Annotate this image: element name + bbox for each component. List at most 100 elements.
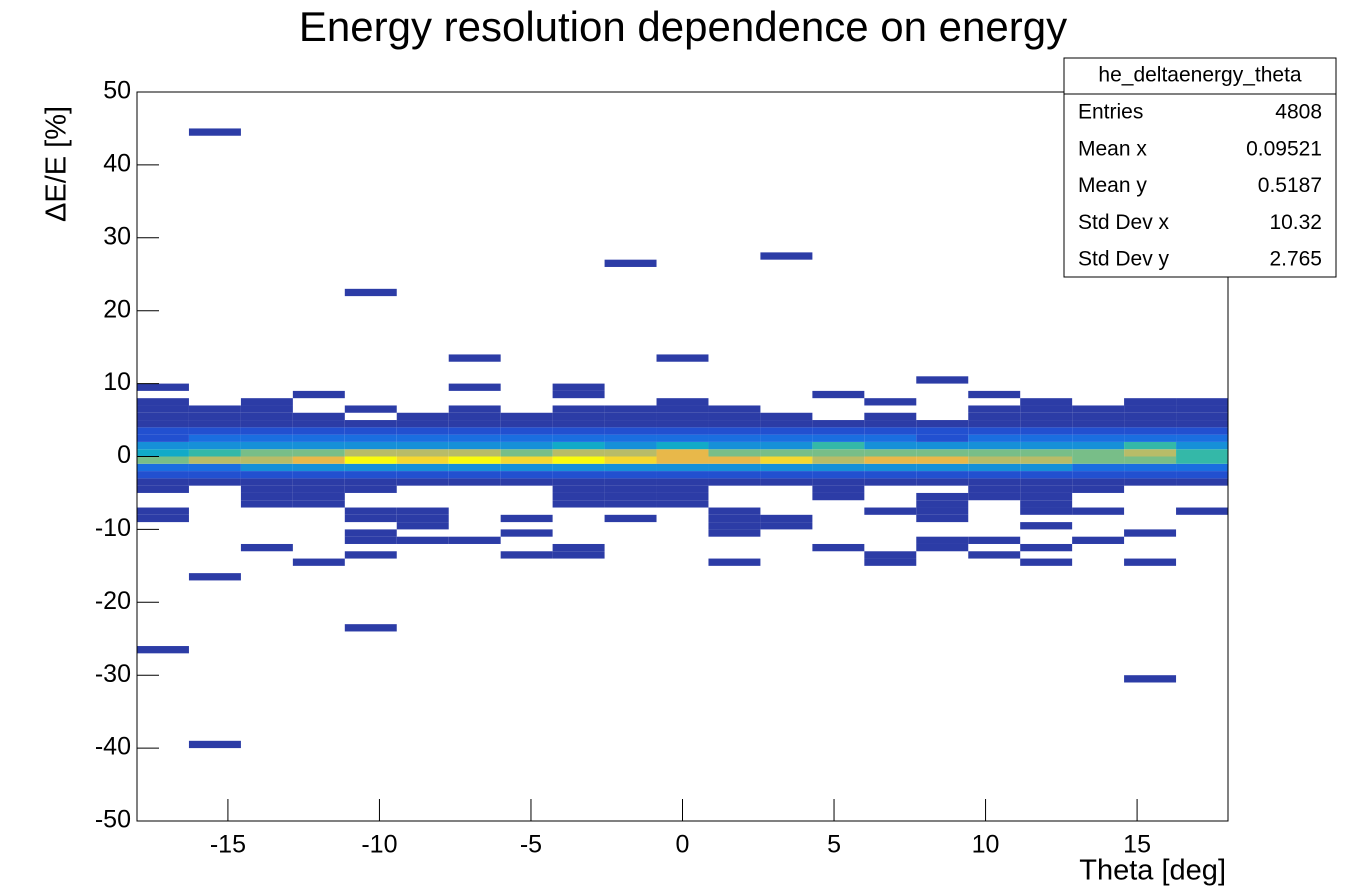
heatmap-cell: [292, 427, 345, 435]
heatmap-cell: [137, 471, 189, 479]
heatmap-cell: [812, 478, 865, 486]
heatmap-cell: [240, 463, 293, 472]
heatmap-cell: [916, 434, 969, 442]
heatmap-cell: [708, 463, 761, 472]
heatmap-cell: [188, 456, 241, 464]
heatmap-cell: [344, 463, 397, 472]
heatmap-cell: [292, 485, 345, 493]
heatmap-cell: [604, 427, 657, 435]
y-tick-label: 40: [103, 150, 131, 178]
heatmap-cell: [292, 449, 345, 457]
heatmap-cell: [656, 500, 709, 508]
heatmap-cell: [448, 427, 501, 435]
stats-label: Mean y: [1078, 174, 1147, 197]
heatmap-cell: [137, 441, 189, 450]
heatmap-cell: [448, 354, 501, 362]
chart-title: Energy resolution dependence on energy: [299, 3, 1067, 50]
heatmap-cell: [448, 471, 501, 479]
heatmap-cell: [812, 463, 865, 472]
heatmap-cell: [292, 463, 345, 472]
heatmap-cell: [344, 420, 397, 428]
y-tick-label: 50: [103, 77, 131, 105]
heatmap-cell: [656, 449, 709, 457]
heatmap-cell: [1020, 558, 1073, 566]
heatmap-cell: [604, 500, 657, 508]
heatmap-cell: [500, 427, 553, 435]
heatmap-cell: [292, 434, 345, 442]
y-tick-label: 30: [103, 222, 131, 250]
heatmap-cell: [344, 529, 397, 537]
heatmap-cell: [552, 441, 605, 450]
heatmap-cell: [864, 507, 917, 515]
heatmap-cell: [240, 427, 293, 435]
heatmap-cell: [812, 492, 865, 501]
heatmap-cell: [240, 434, 293, 442]
heatmap-cell: [708, 558, 761, 566]
heatmap-cell: [137, 383, 189, 391]
heatmap-cell: [864, 420, 917, 428]
heatmap-cell: [708, 412, 761, 421]
heatmap-cell: [188, 449, 241, 457]
heatmap-cell: [708, 529, 761, 537]
heatmap-cell: [240, 543, 293, 552]
heatmap-cell: [552, 543, 605, 552]
heatmap-cell: [1176, 478, 1228, 486]
heatmap-cell: [968, 441, 1021, 450]
heatmap-cell: [188, 478, 241, 486]
heatmap-cell: [812, 456, 865, 464]
heatmap-cell: [344, 514, 397, 523]
heatmap-cell: [137, 456, 189, 464]
heatmap-cell: [1176, 412, 1228, 421]
heatmap-cell: [292, 420, 345, 428]
heatmap-cell: [1072, 485, 1125, 493]
heatmap-cell: [500, 449, 553, 457]
heatmap-cell: [500, 434, 553, 442]
heatmap-cell: [1020, 449, 1073, 457]
heatmap-cell: [344, 624, 397, 632]
heatmap-cell: [864, 551, 917, 559]
stats-title: he_deltaenergy_theta: [1098, 64, 1301, 87]
heatmap-cell: [656, 456, 709, 464]
heatmap-cell: [137, 478, 189, 486]
heatmap-cell: [864, 478, 917, 486]
heatmap-cell: [604, 456, 657, 464]
x-tick-label: 0: [676, 831, 690, 859]
heatmap-cell: [1020, 434, 1073, 442]
heatmap-cell: [188, 471, 241, 479]
heatmap-cell: [968, 463, 1021, 472]
heatmap-cell: [448, 405, 501, 413]
heatmap-cell: [448, 449, 501, 457]
heatmap-cell: [916, 427, 969, 435]
heatmap-cell: [1020, 398, 1073, 406]
heatmap-cell: [1124, 463, 1177, 472]
heatmap-cell: [344, 434, 397, 442]
heatmap-cell: [188, 420, 241, 428]
heatmap-cell: [812, 471, 865, 479]
stats-label: Entries: [1078, 101, 1143, 124]
heatmap-cell: [448, 434, 501, 442]
stats-value: 2.765: [1269, 248, 1322, 271]
heatmap-cell: [1072, 420, 1125, 428]
heatmap-cell: [396, 420, 449, 428]
heatmap-cell: [292, 492, 345, 501]
heatmap-cell: [708, 420, 761, 428]
heatmap-cell: [396, 522, 449, 530]
stats-label: Mean x: [1078, 137, 1147, 160]
heatmap-cell: [396, 478, 449, 486]
heatmap-cell: [1020, 492, 1073, 501]
y-tick-label: 10: [103, 368, 131, 396]
heatmap-cell: [188, 427, 241, 435]
heatmap-cell: [500, 551, 553, 559]
heatmap-cell: [448, 478, 501, 486]
heatmap-cell: [1124, 441, 1177, 450]
heatmap-cell: [552, 420, 605, 428]
heatmap-cell: [552, 390, 605, 399]
heatmap-cell: [1124, 478, 1177, 486]
heatmap-cell: [1020, 441, 1073, 450]
stats-box: [1063, 57, 1337, 278]
heatmap-cell: [137, 646, 189, 654]
heatmap-cell: [188, 441, 241, 450]
heatmap-cell: [916, 478, 969, 486]
heatmap-cell: [656, 441, 709, 450]
heatmap-cell: [344, 449, 397, 457]
